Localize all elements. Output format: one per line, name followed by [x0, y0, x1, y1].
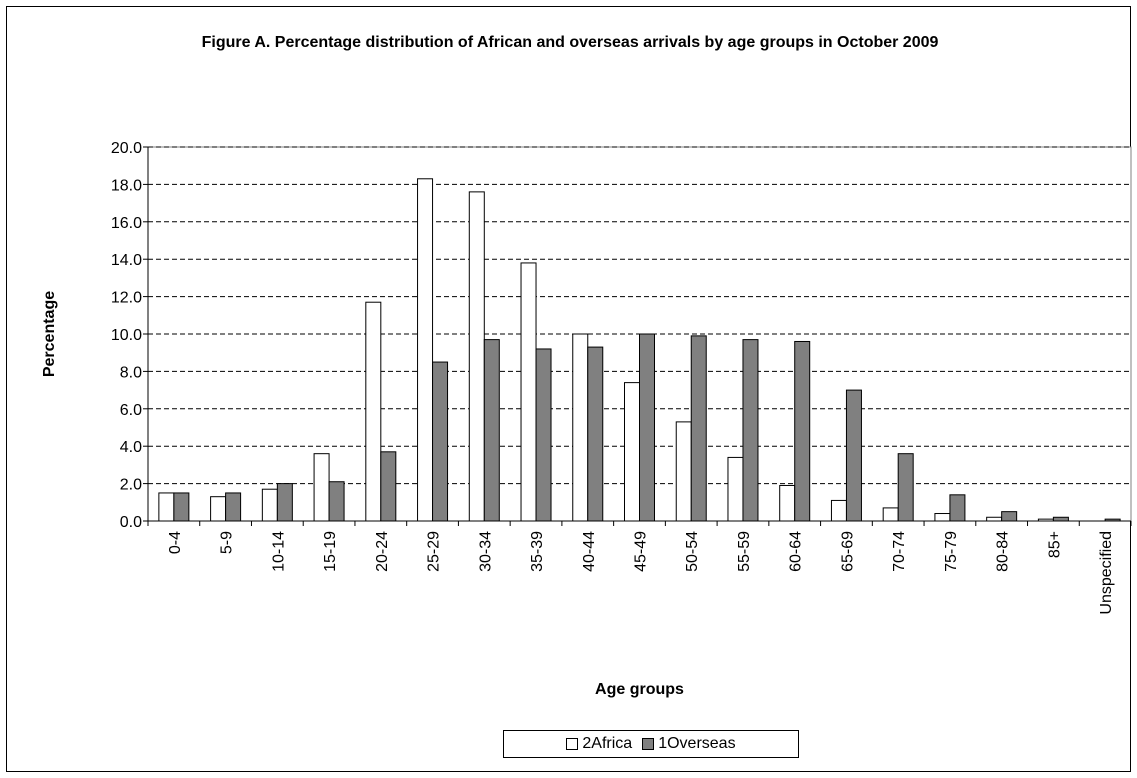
- x-tick-label: 50-54: [684, 531, 701, 572]
- chart-legend: 2Africa 1Overseas: [503, 730, 799, 758]
- x-tick-label: 25-29: [426, 531, 443, 572]
- bar-africa: [468, 191, 485, 522]
- bar-africa: [313, 453, 330, 522]
- x-tick-label: 30-34: [477, 531, 494, 572]
- x-tick-label: 85+: [1046, 531, 1063, 558]
- bar-africa: [572, 333, 589, 522]
- legend-swatch-overseas: [642, 738, 655, 750]
- bar-overseas: [897, 453, 914, 522]
- bar-overseas: [535, 348, 552, 522]
- x-tick-label: 40-44: [581, 531, 598, 572]
- legend-label-overseas: 1Overseas: [658, 735, 736, 752]
- y-tick-label: 16.0: [111, 215, 142, 232]
- y-tick-label: 0.0: [120, 514, 142, 531]
- bar-overseas: [949, 494, 966, 522]
- bar-overseas: [225, 492, 242, 522]
- bar-overseas: [1052, 516, 1069, 522]
- y-tick-label: 18.0: [111, 177, 142, 194]
- bar-africa: [158, 492, 175, 522]
- bar-overseas: [380, 451, 397, 522]
- bar-africa: [727, 456, 744, 522]
- x-tick-label: 55-59: [736, 531, 753, 572]
- x-tick-label: 70-74: [891, 531, 908, 572]
- legend-label-africa: 2Africa: [582, 735, 633, 752]
- x-tick-label: 65-69: [839, 531, 856, 572]
- bar-africa: [261, 488, 278, 522]
- y-tick-label: 6.0: [120, 402, 142, 419]
- y-tick-label: 14.0: [111, 252, 142, 269]
- x-tick-label: 10-14: [270, 531, 287, 572]
- x-tick-label: 75-79: [943, 531, 960, 572]
- bar-overseas: [1104, 518, 1121, 522]
- bar-overseas: [845, 389, 862, 522]
- bar-overseas: [432, 361, 449, 522]
- y-tick-label: 12.0: [111, 290, 142, 307]
- bar-overseas: [690, 335, 707, 522]
- y-tick-label: 4.0: [120, 439, 142, 456]
- x-tick-label: 5-9: [219, 531, 236, 554]
- bar-africa: [779, 484, 796, 522]
- x-tick-label: 0-4: [167, 531, 184, 554]
- y-tick-label: 8.0: [120, 364, 142, 381]
- x-tick-label: 60-64: [788, 531, 805, 572]
- y-tick-label: 2.0: [120, 477, 142, 494]
- bar-overseas: [639, 333, 655, 522]
- bar-overseas: [173, 492, 190, 522]
- x-tick-label: 20-24: [374, 531, 391, 572]
- x-tick-label: 80-84: [995, 531, 1012, 572]
- bar-africa: [934, 513, 951, 522]
- bar-overseas: [587, 346, 604, 522]
- bar-overseas: [483, 339, 500, 522]
- bar-africa: [1037, 518, 1054, 522]
- y-axis-title: Percentage: [41, 291, 58, 377]
- bar-overseas: [742, 339, 759, 522]
- x-tick-label: Unspecified: [1098, 531, 1115, 615]
- legend-swatch-africa: [566, 738, 579, 750]
- chart-title: Figure A. Percentage distribution of Afr…: [201, 34, 939, 51]
- bar-africa: [882, 507, 899, 522]
- bar-africa: [520, 262, 537, 522]
- bar-africa: [675, 421, 692, 522]
- x-tick-label: 45-49: [633, 531, 650, 572]
- x-axis-title: Age groups: [595, 681, 684, 698]
- bar-overseas: [794, 340, 811, 522]
- bar-africa: [624, 382, 640, 522]
- bar-africa: [365, 301, 382, 522]
- bar-africa: [417, 178, 434, 522]
- y-tick-label: 20.0: [111, 140, 142, 157]
- bar-overseas: [328, 481, 345, 522]
- bar-africa: [210, 496, 227, 522]
- bar-africa: [986, 516, 1003, 522]
- y-tick-label: 10.0: [111, 327, 142, 344]
- x-tick-label: 35-39: [529, 531, 546, 572]
- x-tick-label: 15-19: [322, 531, 339, 572]
- bar-africa: [830, 499, 847, 522]
- legend-item-overseas: 1Overseas: [642, 735, 736, 753]
- bar-overseas: [1001, 511, 1018, 522]
- bar-overseas: [276, 483, 293, 522]
- legend-item-africa: 2Africa: [566, 735, 632, 753]
